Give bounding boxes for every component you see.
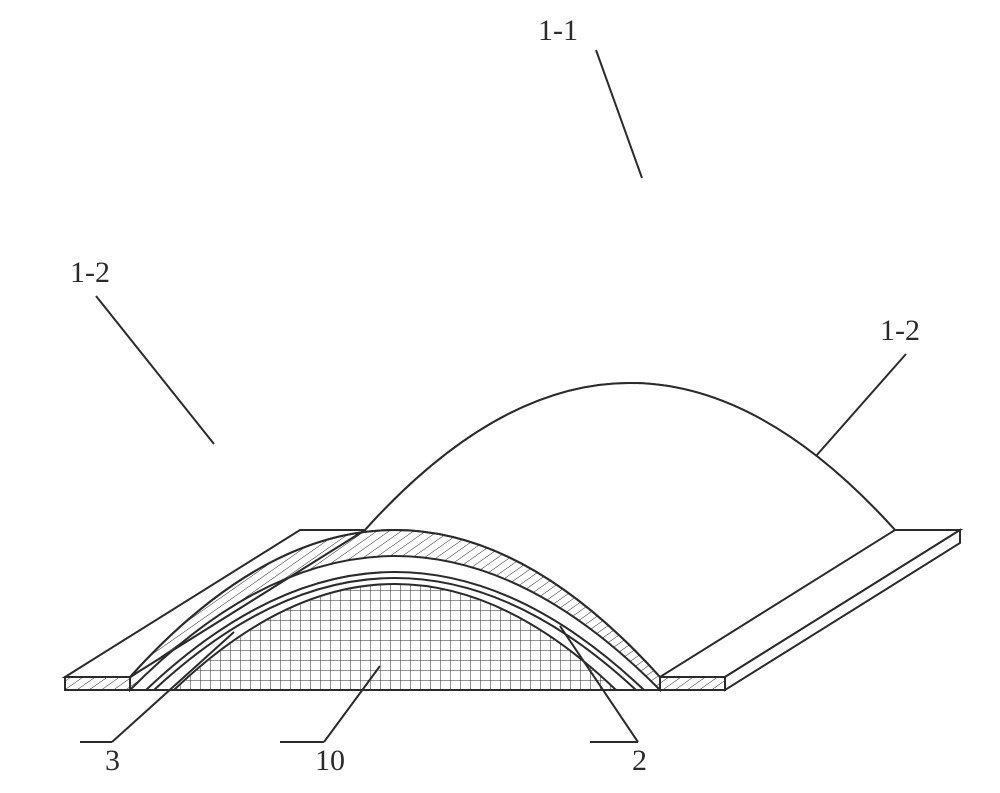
label-1-2-left: 1-2 bbox=[70, 256, 110, 289]
label-10: 10 bbox=[315, 744, 345, 777]
label-1-1: 1-1 bbox=[538, 14, 578, 47]
label-2: 2 bbox=[632, 744, 647, 777]
label-1-2-right: 1-2 bbox=[880, 314, 920, 347]
label-3: 3 bbox=[105, 744, 120, 777]
